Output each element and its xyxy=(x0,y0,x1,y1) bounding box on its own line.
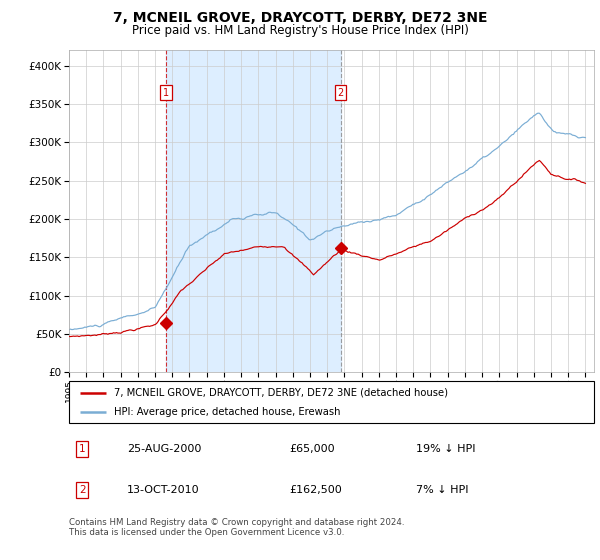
Text: 7, MCNEIL GROVE, DRAYCOTT, DERBY, DE72 3NE (detached house): 7, MCNEIL GROVE, DRAYCOTT, DERBY, DE72 3… xyxy=(113,388,448,398)
Text: 19% ↓ HPI: 19% ↓ HPI xyxy=(415,444,475,454)
FancyBboxPatch shape xyxy=(69,381,594,423)
Text: Price paid vs. HM Land Registry's House Price Index (HPI): Price paid vs. HM Land Registry's House … xyxy=(131,24,469,36)
Bar xyxy=(166,50,341,372)
Text: 25-AUG-2000: 25-AUG-2000 xyxy=(127,444,201,454)
Text: 13-OCT-2010: 13-OCT-2010 xyxy=(127,484,199,494)
Text: £65,000: £65,000 xyxy=(290,444,335,454)
Text: 1: 1 xyxy=(79,444,85,454)
Text: HPI: Average price, detached house, Erewash: HPI: Average price, detached house, Erew… xyxy=(113,407,340,417)
Text: 7% ↓ HPI: 7% ↓ HPI xyxy=(415,484,468,494)
Text: £162,500: £162,500 xyxy=(290,484,342,494)
Text: Contains HM Land Registry data © Crown copyright and database right 2024.
This d: Contains HM Land Registry data © Crown c… xyxy=(69,518,404,538)
Text: 7, MCNEIL GROVE, DRAYCOTT, DERBY, DE72 3NE: 7, MCNEIL GROVE, DRAYCOTT, DERBY, DE72 3… xyxy=(113,11,487,25)
Text: 1: 1 xyxy=(163,87,169,97)
Text: 2: 2 xyxy=(79,484,85,494)
Text: 2: 2 xyxy=(337,87,344,97)
